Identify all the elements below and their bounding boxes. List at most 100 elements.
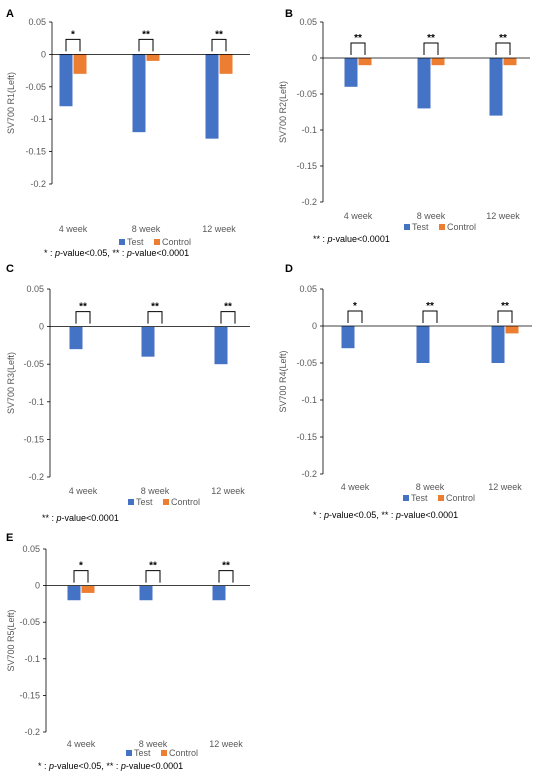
significance-bracket bbox=[145, 570, 161, 583]
footnote-segment: * : bbox=[38, 761, 49, 771]
bar-test-3 bbox=[489, 58, 503, 116]
significance-footnote: * : p-value<0.05, ** : p-value<0.0001 bbox=[44, 248, 189, 258]
panel-letter: B bbox=[285, 8, 293, 20]
panel-letter: A bbox=[6, 8, 14, 20]
panel-letter: D bbox=[285, 263, 293, 275]
significance-marker: ** bbox=[354, 33, 362, 44]
significance-marker: * bbox=[353, 301, 357, 312]
significance-bracket bbox=[73, 570, 89, 583]
footnote-segment: * : bbox=[313, 510, 324, 520]
significance-bracket bbox=[75, 311, 91, 324]
footnote-segment: p bbox=[120, 761, 126, 771]
category-label: 8 week bbox=[132, 224, 161, 234]
significance-bracket bbox=[350, 42, 366, 55]
category-label: 12 week bbox=[202, 224, 236, 234]
significance-bracket bbox=[347, 310, 363, 323]
significance-footnote: ** : p-value<0.0001 bbox=[313, 234, 390, 244]
y-tick-label: -0.15 bbox=[25, 147, 46, 157]
y-tick-label: -0.1 bbox=[30, 114, 46, 124]
bar-control-3 bbox=[505, 326, 519, 334]
category-label: 4 week bbox=[344, 211, 373, 221]
bar-test-2 bbox=[139, 585, 153, 601]
significance-bracket bbox=[147, 311, 163, 324]
category-label: 12 week bbox=[211, 486, 245, 496]
y-tick-label: -0.1 bbox=[28, 397, 44, 407]
footnote-segment: p bbox=[126, 248, 132, 258]
bar-test-3 bbox=[212, 585, 226, 601]
legend-swatch-control bbox=[154, 239, 160, 245]
y-tick-label: -0.1 bbox=[24, 654, 40, 664]
legend-label-test: Test bbox=[136, 497, 153, 507]
bar-test-1 bbox=[67, 585, 81, 601]
significance-marker: ** bbox=[151, 302, 159, 313]
category-label: 8 week bbox=[139, 739, 168, 749]
y-tick-label: 0.05 bbox=[299, 17, 317, 27]
footnote-segment: * : bbox=[44, 248, 55, 258]
y-tick-label: -0.1 bbox=[301, 395, 317, 405]
significance-marker: ** bbox=[224, 302, 232, 313]
y-tick-label: -0.05 bbox=[296, 358, 317, 368]
footnote-segment: p bbox=[395, 510, 401, 520]
significance-marker: ** bbox=[501, 301, 509, 312]
bar-test-3 bbox=[491, 326, 505, 363]
significance-bracket bbox=[138, 38, 154, 52]
footnote-segment: -value<0.0001 bbox=[62, 513, 119, 523]
legend-swatch-control bbox=[439, 224, 445, 230]
y-tick-label: -0.05 bbox=[19, 617, 40, 627]
y-axis-title: SV700 R3(Left) bbox=[6, 352, 16, 414]
bar-control-1 bbox=[358, 58, 372, 66]
legend: Test Control bbox=[119, 237, 191, 247]
y-tick-label: -0.15 bbox=[19, 690, 40, 700]
bar-control-1 bbox=[73, 54, 87, 74]
panel-letter: C bbox=[6, 263, 14, 275]
legend-swatch-test bbox=[128, 499, 134, 505]
chart-panel-d: D 0.05 0 -0.05 -0.1 -0.15 -0.2 SV700 R4(Left) * 4… bbox=[278, 263, 532, 520]
y-axis-title: SV700 R1(Left) bbox=[6, 72, 16, 134]
legend: Test Control bbox=[404, 222, 476, 232]
footnote-segment: p bbox=[48, 761, 54, 771]
bar-control-2 bbox=[146, 54, 160, 61]
significance-marker: ** bbox=[499, 33, 507, 44]
chart-panel-a: A 0.05 0 -0.05 -0.1 -0.15 -0.2 SV700 R1(Left) * 4… bbox=[6, 8, 250, 258]
legend-label-test: Test bbox=[127, 237, 144, 247]
significance-marker: ** bbox=[222, 561, 230, 572]
significance-marker: ** bbox=[426, 301, 434, 312]
bar-test-1 bbox=[69, 326, 83, 350]
category-label: 8 week bbox=[417, 211, 446, 221]
significance-marker: * bbox=[79, 561, 83, 572]
y-tick-label: 0.05 bbox=[22, 544, 40, 554]
category-label: 8 week bbox=[416, 482, 445, 492]
bar-test-1 bbox=[344, 58, 358, 87]
footnote-segment: p bbox=[56, 513, 62, 523]
legend-swatch-test bbox=[126, 750, 132, 756]
y-tick-label: 0.05 bbox=[26, 284, 44, 294]
y-axis-title: SV700 R5(Left) bbox=[6, 609, 16, 671]
bar-control-3 bbox=[503, 58, 517, 66]
y-tick-label: -0.2 bbox=[301, 197, 317, 207]
chart-panel-c: C 0.05 0 -0.05 -0.1 -0.15 -0.2 SV700 R3(Left) **… bbox=[6, 263, 250, 523]
legend: Test Control bbox=[128, 497, 200, 507]
footnote-segment: -value<0.0001 bbox=[401, 510, 458, 520]
significance-bracket bbox=[218, 570, 234, 583]
footnote-segment: ** : bbox=[313, 234, 328, 244]
footnote-segment: -value<0.0001 bbox=[132, 248, 189, 258]
significance-marker: ** bbox=[149, 561, 157, 572]
y-tick-label: -0.2 bbox=[301, 469, 317, 479]
footnote-segment: -value<0.05, ** : bbox=[60, 248, 127, 258]
significance-marker: * bbox=[71, 29, 75, 40]
bar-test-2 bbox=[132, 54, 146, 133]
y-tick-label: 0 bbox=[39, 322, 44, 332]
y-tick-label: -0.2 bbox=[28, 472, 44, 482]
category-label: 12 week bbox=[209, 739, 243, 749]
category-label: 4 week bbox=[69, 486, 98, 496]
legend-swatch-test bbox=[404, 224, 410, 230]
y-tick-label: -0.15 bbox=[296, 432, 317, 442]
y-tick-label: -0.1 bbox=[301, 125, 317, 135]
footnote-segment: p bbox=[323, 510, 329, 520]
significance-marker: ** bbox=[142, 29, 150, 40]
y-tick-label: -0.05 bbox=[296, 89, 317, 99]
legend-swatch-control bbox=[161, 750, 167, 756]
y-axis-title: SV700 R4(Left) bbox=[278, 350, 288, 412]
y-axis-title: SV700 R2(Left) bbox=[278, 81, 288, 143]
